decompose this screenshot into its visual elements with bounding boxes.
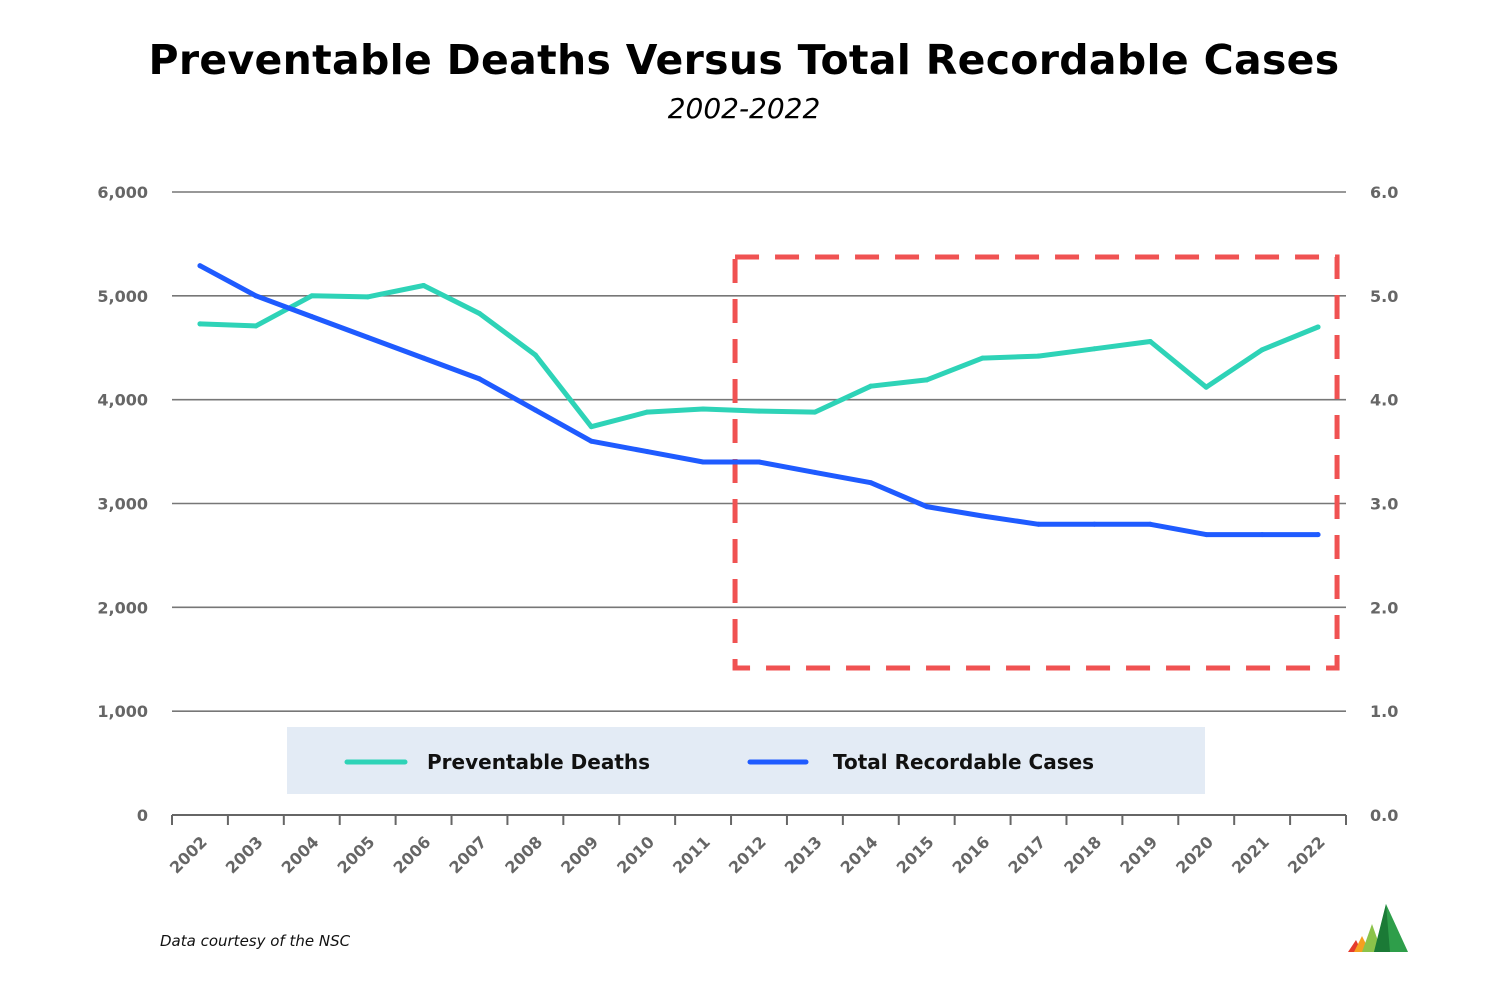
- data-point: [588, 424, 594, 430]
- x-tick-label: 2008: [501, 832, 546, 877]
- data-point: [1203, 384, 1209, 390]
- data-point: [532, 352, 538, 358]
- y-left-tick-label: 1,000: [97, 702, 148, 721]
- x-tick-label: 2002: [166, 832, 211, 877]
- legend-background: [287, 727, 1205, 794]
- data-point: [644, 449, 650, 455]
- y-right-tick-label: 4.0: [1370, 391, 1398, 410]
- data-point: [197, 321, 203, 327]
- data-point: [1259, 532, 1265, 538]
- x-tick-label: 2007: [445, 832, 490, 877]
- data-point: [1147, 521, 1153, 527]
- y-left-tick-label: 4,000: [97, 391, 148, 410]
- data-point: [365, 334, 371, 340]
- x-tick-label: 2003: [222, 832, 267, 877]
- x-tick-label: 2017: [1004, 832, 1049, 877]
- source-note: Data courtesy of the NSC: [160, 932, 351, 950]
- data-point: [309, 293, 315, 299]
- x-tick-label: 2013: [781, 832, 826, 877]
- y-right-tick-label: 5.0: [1370, 287, 1398, 306]
- x-tick-label: 2022: [1284, 832, 1329, 877]
- data-point: [812, 469, 818, 475]
- data-point: [980, 513, 986, 519]
- y-left-tick-label: 2,000: [97, 598, 148, 617]
- x-tick-label: 2004: [278, 832, 323, 877]
- data-point: [756, 459, 762, 465]
- series-line-preventable-deaths: [197, 283, 1321, 430]
- chart-title: Preventable Deaths Versus Total Recordab…: [148, 36, 1340, 84]
- data-point: [476, 376, 482, 382]
- y-left-tick-label: 3,000: [97, 495, 148, 514]
- data-point: [421, 282, 427, 288]
- data-point: [1203, 532, 1209, 538]
- x-tick-label: 2020: [1172, 832, 1217, 877]
- data-point: [1036, 521, 1042, 527]
- data-point: [253, 293, 259, 299]
- company-logo: [1348, 904, 1408, 952]
- data-point: [1036, 353, 1042, 359]
- data-point: [812, 409, 818, 415]
- highlight-box: [732, 254, 1340, 671]
- data-point: [309, 314, 315, 320]
- y-left-tick-label: 0: [137, 806, 148, 825]
- data-point: [1091, 521, 1097, 527]
- x-tick-label: 2010: [613, 832, 658, 877]
- x-tick-label: 2005: [334, 832, 379, 877]
- data-point: [980, 355, 986, 361]
- y-right-tick-label: 3.0: [1370, 495, 1398, 514]
- x-tick-label: 2019: [1116, 832, 1161, 877]
- data-point: [868, 480, 874, 486]
- data-point: [644, 409, 650, 415]
- data-point: [924, 504, 930, 510]
- data-point: [924, 377, 930, 383]
- data-point: [197, 263, 203, 269]
- legend-label-preventable-deaths: Preventable Deaths: [427, 750, 650, 774]
- y-left-tick-label: 6,000: [97, 183, 148, 202]
- x-tick-label: 2015: [893, 832, 938, 877]
- data-point: [1147, 339, 1153, 345]
- legend-label-total-recordable-cases: Total Recordable Cases: [833, 750, 1094, 774]
- data-point: [532, 407, 538, 413]
- data-point: [1315, 532, 1321, 538]
- data-point: [253, 323, 259, 329]
- data-point: [476, 310, 482, 316]
- data-point: [756, 408, 762, 414]
- x-tick-label: 2016: [949, 832, 994, 877]
- x-tick-label: 2006: [389, 832, 434, 877]
- data-point: [1315, 324, 1321, 330]
- data-point: [700, 459, 706, 465]
- data-point: [365, 294, 371, 300]
- x-tick-label: 2011: [669, 832, 714, 877]
- data-point: [1259, 347, 1265, 353]
- y-right-tick-label: 1.0: [1370, 702, 1398, 721]
- data-point: [421, 355, 427, 361]
- y-right-tick-label: 0.0: [1370, 806, 1398, 825]
- x-tick-label: 2009: [557, 832, 602, 877]
- data-point: [588, 438, 594, 444]
- x-tick-label: 2012: [725, 832, 770, 877]
- data-point: [700, 406, 706, 412]
- data-point: [868, 383, 874, 389]
- chart-subtitle: 2002-2022: [667, 92, 821, 125]
- data-point: [1091, 346, 1097, 352]
- x-tick-label: 2021: [1228, 832, 1273, 877]
- x-tick-label: 2014: [837, 832, 882, 877]
- y-right-tick-label: 6.0: [1370, 183, 1398, 202]
- legend: Preventable Deaths Total Recordable Case…: [287, 727, 1205, 794]
- y-right-tick-label: 2.0: [1370, 598, 1398, 617]
- x-tick-label: 2018: [1060, 832, 1105, 877]
- y-left-tick-label: 5,000: [97, 287, 148, 306]
